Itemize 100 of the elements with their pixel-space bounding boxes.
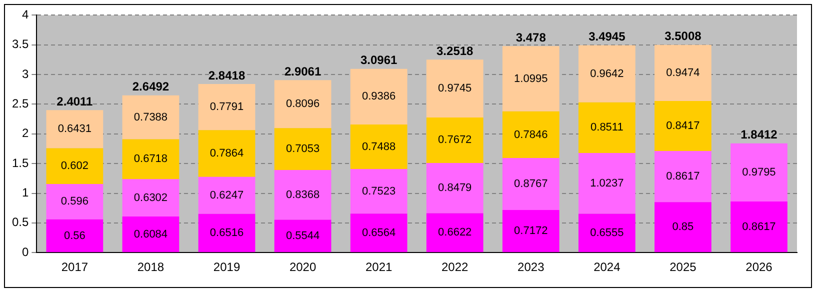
data-label: 0.6622 — [438, 226, 472, 239]
data-label: 0.8617 — [742, 220, 776, 233]
data-label: 0.596 — [60, 196, 88, 208]
total-label: 1.8412 — [740, 128, 778, 142]
bar — [350, 124, 408, 169]
y-tick-label: 4 — [22, 8, 29, 22]
bar — [730, 201, 788, 252]
y-tick-label: 3 — [22, 66, 29, 81]
data-label: 0.8368 — [286, 188, 320, 201]
y-tick-label: 2.5 — [12, 96, 29, 111]
bar — [654, 151, 712, 202]
x-tick-label: 2017 — [61, 260, 88, 274]
bar — [46, 110, 104, 148]
data-label: 0.8417 — [666, 120, 700, 132]
bar — [426, 162, 484, 214]
data-label: 0.7523 — [362, 185, 396, 198]
x-tick-label: 2020 — [289, 260, 316, 274]
data-label: 0.6084 — [134, 228, 168, 240]
data-label: 0.9795 — [742, 166, 776, 178]
data-label: 0.7388 — [134, 111, 168, 124]
data-label: 0.7846 — [514, 128, 548, 141]
bar — [350, 214, 408, 252]
data-label: 0.6555 — [590, 226, 624, 239]
data-label: 0.7053 — [286, 143, 320, 156]
data-label: 0.8479 — [438, 182, 472, 194]
bar — [274, 80, 332, 128]
bar — [502, 158, 560, 210]
total-label: 3.2518 — [436, 44, 474, 58]
data-label: 0.7864 — [210, 148, 244, 160]
data-label: 0.85 — [672, 221, 694, 234]
x-tick-label: 2018 — [137, 260, 164, 274]
data-label: 0.6302 — [134, 192, 168, 204]
bar — [198, 84, 256, 130]
bar — [122, 139, 180, 180]
bar — [198, 214, 256, 252]
bar — [654, 202, 712, 252]
bar — [350, 168, 408, 214]
x-tick-label: 2026 — [746, 260, 773, 274]
x-tick-label: 2023 — [518, 260, 545, 274]
data-label: 0.5544 — [286, 230, 320, 242]
bar — [46, 219, 104, 252]
bar — [426, 213, 484, 252]
x-tick-label: 2024 — [594, 260, 621, 274]
bar — [502, 210, 560, 252]
total-label: 2.4011 — [56, 94, 94, 108]
bar — [46, 184, 104, 220]
data-label: 0.6564 — [362, 226, 396, 239]
total-label: 2.9061 — [284, 64, 322, 78]
bar — [578, 152, 636, 214]
total-label: 3.0961 — [360, 53, 398, 68]
data-label: 0.7672 — [438, 134, 472, 146]
data-label: 0.7488 — [362, 140, 396, 153]
data-label: 0.8096 — [286, 98, 320, 110]
data-label: 0.9745 — [438, 82, 472, 95]
x-tick-label: 2019 — [213, 260, 240, 274]
data-label: 0.6247 — [210, 189, 244, 202]
bar — [426, 60, 484, 118]
data-label: 0.6718 — [134, 153, 168, 166]
data-label: 0.6516 — [210, 227, 244, 240]
data-label: 1.0237 — [590, 177, 624, 190]
bar — [502, 46, 560, 112]
bar — [578, 102, 636, 153]
data-label: 0.8511 — [590, 122, 624, 134]
y-tick-label: 3.5 — [12, 37, 29, 52]
total-label: 2.6492 — [132, 80, 170, 94]
total-label: 3.5008 — [664, 29, 702, 44]
y-tick-label: 2 — [22, 126, 29, 140]
data-label: 0.8767 — [514, 178, 548, 190]
bar — [122, 95, 180, 140]
bar — [730, 143, 788, 202]
bar — [578, 214, 636, 252]
bar — [578, 45, 636, 102]
data-label: 0.7791 — [210, 101, 244, 114]
data-label: 0.6431 — [58, 123, 92, 136]
y-tick-label: 1.5 — [12, 156, 29, 170]
bar — [122, 179, 180, 216]
total-label: 3.478 — [516, 30, 546, 44]
bar — [654, 101, 712, 152]
bar — [274, 170, 332, 220]
total-label: 3.4945 — [588, 30, 626, 44]
y-tick-label: 1 — [22, 186, 29, 200]
data-label: 0.56 — [64, 230, 86, 242]
bar — [350, 68, 408, 125]
x-tick-label: 2022 — [442, 260, 469, 274]
data-label: 0.9474 — [666, 66, 700, 79]
data-label: 0.7172 — [514, 225, 548, 238]
bar — [274, 128, 332, 170]
y-tick-label: 0 — [22, 244, 29, 259]
bar — [198, 176, 256, 214]
bar — [502, 111, 560, 158]
bar — [46, 148, 104, 184]
data-label: 0.602 — [60, 160, 88, 172]
x-tick-label: 2025 — [670, 260, 697, 274]
data-label: 1.0995 — [514, 72, 548, 85]
bar — [426, 117, 484, 163]
bar — [654, 44, 712, 102]
x-tick-label: 2021 — [365, 260, 392, 274]
total-label: 2.8418 — [208, 68, 246, 82]
bar — [122, 216, 180, 252]
bar — [198, 130, 256, 177]
